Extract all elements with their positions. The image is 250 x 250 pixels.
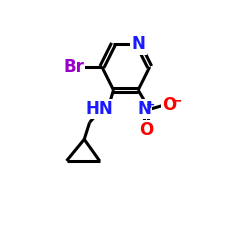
- Text: −: −: [170, 94, 182, 108]
- Text: +: +: [146, 100, 155, 110]
- Text: HN: HN: [86, 100, 114, 118]
- Text: O: O: [162, 96, 176, 114]
- Text: N: N: [137, 100, 151, 118]
- Text: N: N: [131, 35, 145, 53]
- Text: O: O: [139, 121, 153, 139]
- Text: Br: Br: [64, 58, 85, 76]
